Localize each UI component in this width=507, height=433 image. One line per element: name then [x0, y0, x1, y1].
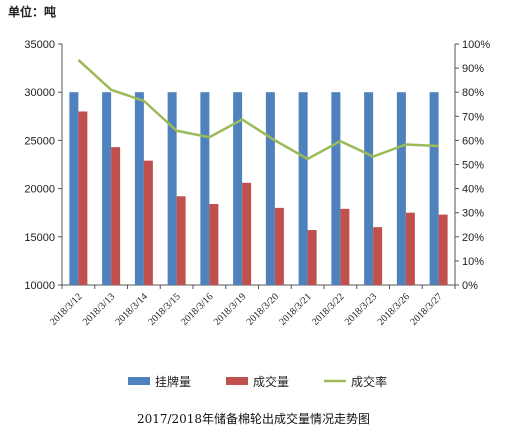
bar-traded: [78, 111, 88, 285]
x-axis-tick-label: 2018/3/15: [146, 291, 182, 327]
bar-listed: [69, 92, 79, 285]
bar-traded: [176, 196, 186, 285]
rate-line: [77, 58, 439, 161]
legend-label: 成交率: [351, 374, 387, 389]
right-axis-tick-label: 40%: [462, 184, 484, 196]
x-axis-tick-label: 2018/3/16: [179, 291, 215, 327]
bar-listed: [396, 92, 406, 285]
bar-traded: [111, 147, 121, 285]
bar-listed: [331, 92, 341, 285]
right-axis-tick-label: 30%: [462, 208, 484, 220]
left-axis-tick-label: 20000: [24, 184, 55, 196]
right-axis-tick-label: 0%: [462, 280, 478, 292]
x-axis-tick-label: 2018/3/20: [245, 291, 281, 327]
left-axis-tick-label: 35000: [24, 39, 55, 51]
bar-listed: [102, 92, 112, 285]
bar-traded: [242, 182, 252, 285]
bar-traded: [143, 160, 153, 285]
right-axis-tick-label: 60%: [462, 135, 484, 147]
x-axis-tick-label: 2018/3/27: [408, 291, 444, 327]
bar-traded: [438, 214, 448, 285]
right-axis-tick-label: 10%: [462, 256, 484, 268]
bar-traded: [373, 227, 383, 285]
bar-traded: [209, 204, 219, 285]
x-axis-tick-label: 2018/3/22: [310, 291, 346, 327]
bar-traded: [405, 212, 415, 285]
x-axis-tick-label: 2018/3/13: [81, 291, 117, 327]
bar-listed: [134, 92, 144, 285]
right-axis-tick-label: 100%: [462, 39, 490, 51]
x-axis-tick-label: 2018/3/26: [376, 291, 412, 327]
right-axis-tick-label: 70%: [462, 111, 484, 123]
right-axis-tick-label: 90%: [462, 63, 484, 75]
left-axis-tick-label: 15000: [24, 232, 55, 244]
bar-listed: [167, 92, 177, 285]
bar-listed: [364, 92, 374, 285]
bar-traded: [340, 208, 350, 285]
left-axis-tick-label: 25000: [24, 135, 55, 147]
bar-listed: [429, 92, 439, 285]
x-axis-tick-label: 2018/3/19: [212, 291, 248, 327]
right-axis-tick-label: 20%: [462, 232, 484, 244]
bar-listed: [265, 92, 275, 285]
bar-listed: [233, 92, 243, 285]
left-axis-tick-label: 30000: [24, 87, 55, 99]
chart-caption: 2017/2018年储备棉轮出成交量情况走势图: [136, 412, 371, 426]
right-axis-tick-label: 50%: [462, 160, 484, 172]
legend-swatch: [226, 377, 248, 385]
right-axis-tick-label: 80%: [462, 87, 484, 99]
bar-listed: [298, 92, 308, 285]
x-axis-tick-label: 2018/3/12: [48, 291, 84, 327]
x-axis-tick-label: 2018/3/23: [343, 291, 379, 327]
left-axis-tick-label: 10000: [24, 280, 55, 292]
legend-label: 成交量: [253, 374, 289, 389]
bar-traded: [274, 207, 284, 285]
bar-traded: [307, 230, 317, 285]
legend-swatch: [128, 377, 150, 385]
x-axis-tick-label: 2018/3/14: [114, 291, 150, 327]
unit-label: 单位：吨: [8, 5, 57, 19]
legend-label: 挂牌量: [155, 375, 191, 389]
x-axis-tick-label: 2018/3/21: [277, 291, 313, 327]
bar-listed: [200, 92, 210, 285]
